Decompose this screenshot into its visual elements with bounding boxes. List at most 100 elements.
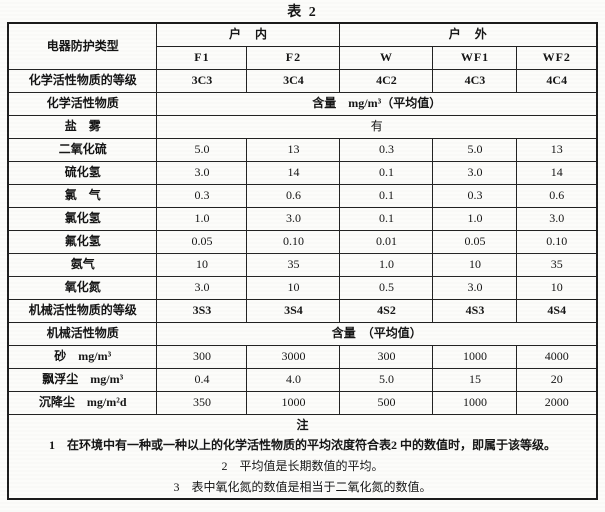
cell-value: 0.10 [246,230,341,254]
cell-value: 0.10 [516,230,598,254]
cell-value: 0.6 [516,184,598,208]
cell-value: 20 [516,368,598,392]
cell-value: 1000 [432,391,518,415]
cell-value: 0.05 [432,230,518,254]
cell-value: 0.3 [339,138,434,162]
row-label: 盐 雾 [7,115,158,139]
table-row-notes: 注 1 在环境中有一种或一种以上的化学活性物质的平均浓度符合表2 中的数值时，即… [7,414,598,500]
table-row-mechanical-section: 机械活性物质 含量 （平均值） [7,322,598,346]
table-row-salt-fog: 盐 雾 有 [7,115,598,139]
content-unit-label: 含量 （平均值） [156,322,598,346]
cell-value: 3S4 [246,299,341,323]
cell-value: 10 [246,276,341,300]
table-row-chlorine: 氯 气 0.3 0.6 0.1 0.3 0.6 [7,184,598,208]
cell-value: 0.3 [156,184,248,208]
table-row-floating-dust: 飘浮尘 mg/m³ 0.4 4.0 5.0 15 20 [7,368,598,392]
row-label: 化学活性物质 [7,92,158,116]
table-row-ammonia: 氨气 10 35 1.0 10 35 [7,253,598,277]
table-row-header-classes: F1 F2 W WF1 WF2 [8,46,598,70]
cell-value: 13 [246,138,341,162]
row-label: 氟化氢 [7,230,158,254]
cell-value: 5.0 [432,138,518,162]
cell-value: 3.0 [156,276,248,300]
cell-value: 0.5 [339,276,434,300]
table-row-hydrogen-chloride: 氯化氢 1.0 3.0 0.1 1.0 3.0 [7,207,598,231]
table-row-header-location: 电器防护类型 户 内 户 外 [7,22,598,70]
cell-value: 10 [516,276,598,300]
cell-value: 0.3 [432,184,518,208]
cell-value: 5.0 [339,368,434,392]
cell-value: 1000 [432,345,518,369]
cell-value: 350 [156,391,248,415]
cell-value: 3.0 [156,161,248,185]
row-label: 二氧化硫 [7,138,158,162]
cell-value: 4.0 [246,368,341,392]
cell-value: 3C3 [156,69,248,93]
cell-value: 300 [339,345,434,369]
cell-value: 0.05 [156,230,248,254]
row-label: 硫化氢 [7,161,158,185]
class-header-f2: F2 [246,46,341,70]
cell-value: 14 [246,161,341,185]
table-row-hydrogen-sulfide: 硫化氢 3.0 14 0.1 3.0 14 [7,161,598,185]
outdoor-header: 户 外 [339,22,598,47]
cell-value: 3.0 [246,207,341,231]
cell-value: 0.1 [339,207,434,231]
cell-value: 4C3 [432,69,518,93]
cell-value: 1.0 [432,207,518,231]
table-row-sulfur-dioxide: 二氧化硫 5.0 13 0.3 5.0 13 [7,138,598,162]
row-label: 化学活性物质的等级 [7,69,158,93]
table-row-chemical-grade: 化学活性物质的等级 3C3 3C4 4C2 4C3 4C4 [7,69,598,93]
cell-value: 2000 [516,391,598,415]
table-row-hydrogen-fluoride: 氟化氢 0.05 0.10 0.01 0.05 0.10 [7,230,598,254]
cell-value: 1.0 [156,207,248,231]
cell-value: 0.1 [339,161,434,185]
cell-value: 3.0 [432,276,518,300]
row-label: 氯 气 [7,184,158,208]
cell-value: 14 [516,161,598,185]
cell-value: 10 [432,253,518,277]
cell-value: 1000 [246,391,341,415]
cell-value: 3S3 [156,299,248,323]
cell-value: 13 [516,138,598,162]
table-row-mechanical-grade: 机械活性物质的等级 3S3 3S4 4S2 4S3 4S4 [7,299,598,323]
content-unit-label: 含量 mg/m³（平均值） [156,92,598,116]
row-label: 飘浮尘 mg/m³ [7,368,158,392]
protection-type-label: 电器防护类型 [7,22,158,70]
cell-value: 0.1 [339,184,434,208]
cell-value: 35 [246,253,341,277]
cell-value: 0.6 [246,184,341,208]
cell-value: 4C4 [516,69,598,93]
row-label: 沉降尘 mg/m²d [7,391,158,415]
cell-value: 35 [516,253,598,277]
indoor-header: 户 内 [156,22,341,47]
notes-heading: 注 [296,418,309,432]
class-header-w: W [339,46,434,70]
cell-value: 1.0 [339,253,434,277]
cell-value: 300 [156,345,248,369]
cell-value: 3000 [246,345,341,369]
cell-value: 4S4 [516,299,598,323]
cell-value: 3C4 [246,69,341,93]
row-label: 氧化氮 [7,276,158,300]
table-row-nitrogen-oxide: 氧化氮 3.0 10 0.5 3.0 10 [7,276,598,300]
cell-value: 5.0 [156,138,248,162]
table-row-settling-dust: 沉降尘 mg/m²d 350 1000 500 1000 2000 [7,391,598,415]
cell-value: 0.01 [339,230,434,254]
cell-value: 3.0 [432,161,518,185]
environment-classes-table: 电器防护类型 户 内 户 外 F1 F2 W WF1 WF2 化学活性物质的等级… [6,22,599,500]
cell-value: 有 [156,115,598,139]
class-header-wf2: WF2 [516,46,598,70]
cell-value: 4S2 [339,299,434,323]
notes-block: 注 1 在环境中有一种或一种以上的化学活性物质的平均浓度符合表2 中的数值时，即… [7,414,598,500]
class-header-f1: F1 [156,46,248,70]
cell-value: 3.0 [516,207,598,231]
row-label: 氨气 [7,253,158,277]
table-row-chemical-section: 化学活性物质 含量 mg/m³（平均值） [7,92,598,116]
note-item-1: 1 在环境中有一种或一种以上的化学活性物质的平均浓度符合表2 中的数值时，即属于… [48,438,556,452]
cell-value: 15 [432,368,518,392]
row-label: 机械活性物质的等级 [7,299,158,323]
cell-value: 10 [156,253,248,277]
note-item-2: 2 平均值是长期数值的平均。 [221,459,384,473]
